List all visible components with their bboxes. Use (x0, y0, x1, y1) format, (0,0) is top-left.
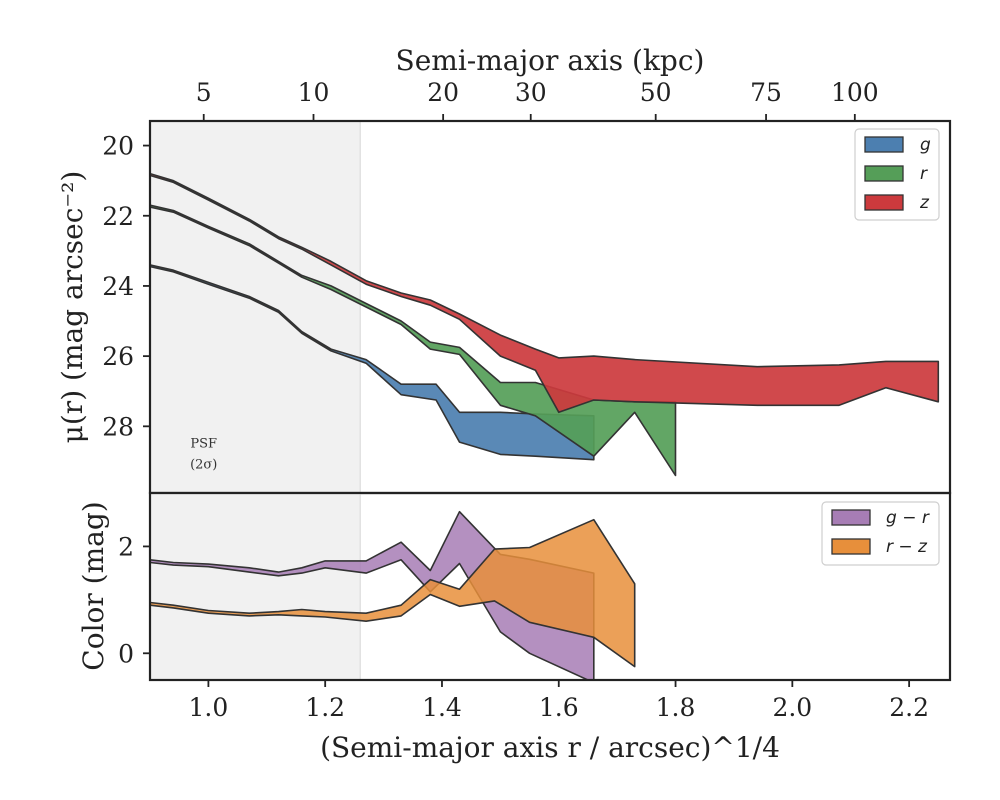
top-y-tick-label: 20 (102, 132, 134, 161)
legend-swatch-z (864, 194, 904, 211)
bottom-y-axis-title: Color (mag) (77, 501, 110, 670)
bottom-x-tick-label: 2.0 (772, 693, 812, 722)
bottom-x-tick-label: 1.8 (656, 693, 696, 722)
top-y-tick-label: 28 (102, 412, 134, 441)
bottom-y-tick-label: 0 (118, 639, 134, 668)
psf-label-line1: PSF (190, 436, 217, 451)
bottom-frame (148, 491, 952, 682)
top-legend: grz (854, 128, 940, 221)
top-x-tick-label: 100 (831, 78, 879, 107)
band-g-minus-r (150, 510, 595, 680)
band-z (150, 172, 940, 414)
bottom-x-tick-label: 1.2 (305, 693, 345, 722)
top-panel: PSF (2σ) 20 22 24 26 28 5 10 20 30 50 75 100 grz (102, 78, 952, 495)
bottom-x-tick-label: 1.0 (189, 693, 229, 722)
band-r-minus-z (150, 518, 636, 668)
psf-region-bottom (150, 493, 361, 680)
legend-swatch-r-minus-z (831, 538, 871, 555)
top-y-tick-label: 26 (102, 342, 134, 371)
bottom-x-axis-title: (Semi-major axis r / arcsec)^1/4 (320, 731, 780, 764)
legend-label-r: r (920, 164, 928, 184)
top-y-tick-label: 22 (102, 202, 134, 231)
legend-label-g: g (920, 135, 931, 155)
top-x-tick-label: 50 (640, 78, 672, 107)
legend-swatch-r (864, 165, 904, 182)
top-x-tick-label: 10 (298, 78, 330, 107)
psf-label-line2: (2σ) (190, 457, 217, 472)
top-x-tick-label: 5 (196, 78, 212, 107)
band-r (150, 204, 677, 477)
top-x-tick-label: 30 (515, 78, 547, 107)
bottom-bands (150, 510, 636, 680)
legend-label-g-minus-r: g − r (886, 508, 930, 528)
bottom-legend: g − r r − z (821, 501, 940, 566)
top-bands (150, 172, 940, 477)
legend-swatch-g (864, 136, 904, 153)
bottom-y-tick-label: 2 (118, 532, 134, 561)
bottom-x-tick-label: 1.6 (539, 693, 579, 722)
legend-swatch-g-minus-r (831, 509, 871, 526)
band-g (150, 264, 595, 461)
bottom-panel: 0 2 1.0 1.2 1.4 1.6 1.8 2.0 2.2 g − r r − z (118, 491, 952, 722)
legend-label-r-minus-z: r − z (886, 537, 928, 557)
bottom-x-tick-label: 2.2 (889, 693, 929, 722)
top-axis-title: Semi-major axis (kpc) (396, 44, 705, 77)
top-x-tick-label: 75 (750, 78, 782, 107)
top-y-tick-label: 24 (102, 272, 134, 301)
legend-label-z: z (919, 193, 930, 213)
bottom-x-tick-label: 1.4 (422, 693, 462, 722)
top-x-tick-label: 20 (427, 78, 459, 107)
top-y-axis-title: μ(r) (mag arcsec⁻²) (56, 171, 89, 444)
psf-region (150, 121, 361, 493)
